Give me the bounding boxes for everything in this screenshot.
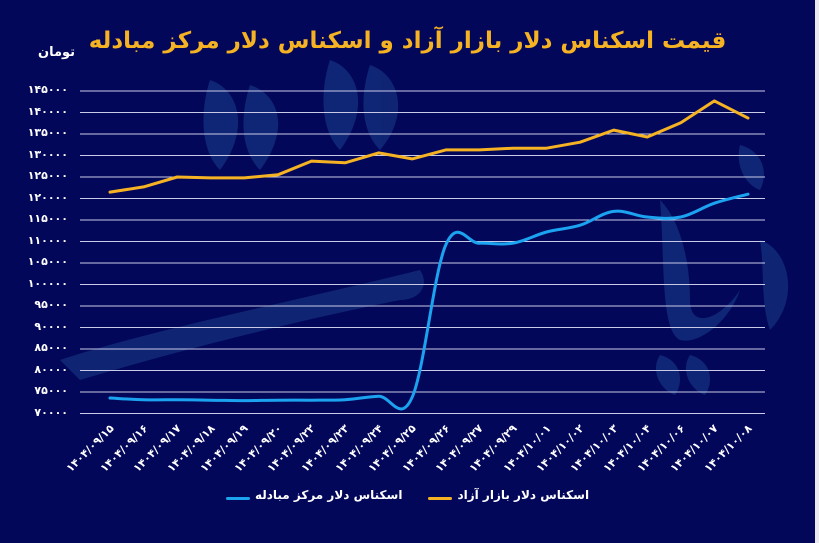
y-tick-label: ۱۲۰۰۰۰: [27, 190, 68, 204]
y-tick-label: ۱۴۰۰۰۰: [27, 104, 68, 118]
legend-swatch-free-market: [428, 496, 453, 500]
y-tick-label: ۸۵۰۰۰: [34, 341, 68, 354]
y-tick-label: ۱۳۵۰۰۰: [27, 126, 68, 139]
y-tick-label: ۱۱۵۰۰۰: [27, 212, 68, 225]
y-tick-label: ۱۴۵۰۰۰: [27, 83, 68, 96]
legend-item-exchange-center[interactable]: اسکناس دلار مرکز مبادله: [225, 488, 403, 502]
legend-label-free-market: اسکناس دلار بازار آزاد: [457, 488, 590, 502]
y-tick-label: ۱۳۰۰۰۰: [27, 147, 68, 161]
y-axis-unit-label: تومان: [38, 45, 76, 60]
y-tick-label: ۱۰۰۰۰۰: [27, 276, 68, 290]
series-line-exchange-center: [108, 192, 750, 411]
chart-title: قیمت اسکناس دلار بازار آزاد و اسکناس دلا…: [88, 28, 727, 54]
legend: اسکناس دلار بازار آزاد اسکناس دلار مرکز …: [0, 488, 815, 502]
y-tick-label: ۸۰۰۰۰: [34, 362, 68, 376]
legend-item-free-market[interactable]: اسکناس دلار بازار آزاد: [428, 488, 589, 502]
y-tick-label: ۱۱۰۰۰۰: [27, 233, 68, 247]
y-tick-label: ۱۲۵۰۰۰: [27, 169, 68, 182]
y-tick-label: ۷۰۰۰۰: [34, 405, 68, 419]
y-tick-label: ۹۰۰۰۰: [34, 319, 68, 333]
y-tick-label: ۱۰۵۰۰۰: [27, 255, 68, 268]
series-line-free-market: [108, 99, 750, 194]
watermark-logo: [60, 60, 789, 395]
y-tick-label: ۷۵۰۰۰: [34, 384, 68, 397]
legend-swatch-exchange-center: [225, 496, 250, 500]
y-tick-label: ۹۵۰۰۰: [34, 298, 68, 311]
legend-label-exchange-center: اسکناس دلار مرکز مبادله: [254, 488, 403, 502]
